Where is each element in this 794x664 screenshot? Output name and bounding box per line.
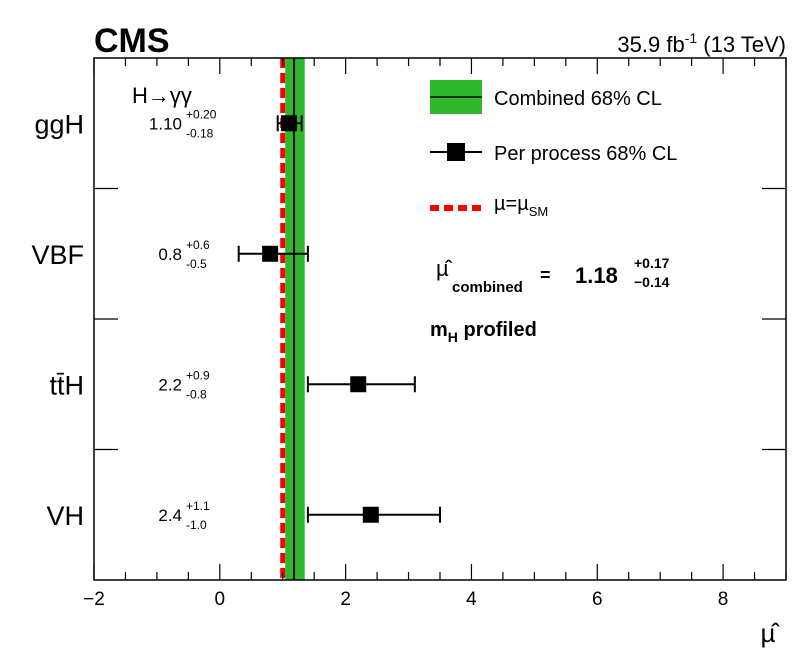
luminosity-value: 35.9 fb [617, 32, 684, 57]
combined-error-up: +0.17 [634, 255, 670, 271]
x-tick-label: 0 [215, 589, 226, 610]
point-marker [362, 506, 379, 523]
x-axis-label: µ̂ [761, 618, 781, 648]
x-tick-label: 4 [466, 589, 477, 610]
value-error-up: +0.20 [186, 107, 217, 121]
value-label: 0.8 [158, 245, 182, 264]
legend-entry-sm: µ=µSM [494, 193, 548, 219]
x-tick-label: 2 [340, 589, 351, 610]
combined-value: 1.18 [575, 263, 618, 288]
mass-note: mH profiled [430, 319, 537, 345]
value-error-down: -1.0 [186, 518, 207, 532]
combined-error-down: −0.14 [634, 274, 670, 290]
legend-marker-square [447, 143, 465, 161]
value-label: 2.2 [158, 375, 182, 394]
combined-subscript: combined [452, 279, 523, 296]
point-marker [281, 115, 298, 132]
x-tick-label: 8 [718, 589, 729, 610]
legend: Combined 68% CL Per process 68% CL µ=µSM [430, 80, 677, 219]
point-marker [350, 376, 367, 393]
value-label: 1.10 [149, 114, 182, 133]
channel-label: H→γγ [132, 83, 192, 108]
legend-entry-per-process: Per process 68% CL [494, 143, 677, 165]
category-label: VBF [31, 240, 84, 270]
value-error-up: +0.9 [186, 368, 210, 382]
x-tick-label: −2 [83, 589, 105, 610]
point-marker [262, 245, 279, 262]
value-error-down: -0.8 [186, 387, 207, 401]
value-label: 2.4 [158, 506, 182, 525]
combined-result: µ̂ combined = 1.18 +0.17 −0.14 [436, 255, 670, 296]
experiment-label: CMS [94, 22, 170, 60]
category-label: ggH [34, 109, 84, 139]
luminosity-label: 35.9 fb-1 (13 TeV) [617, 30, 786, 57]
value-error-down: -0.18 [186, 126, 214, 140]
category-label: tt̄H [49, 370, 84, 400]
combined-mu-symbol: µ̂ [436, 256, 453, 281]
value-error-up: +1.1 [186, 499, 210, 513]
energy-label: (13 TeV) [697, 32, 786, 57]
value-error-up: +0.6 [186, 238, 210, 252]
value-error-down: -0.5 [186, 257, 207, 271]
legend-entry-combined: Combined 68% CL [494, 88, 662, 110]
category-label: VH [46, 501, 84, 531]
luminosity-exponent: -1 [685, 30, 698, 46]
x-tick-label: 6 [592, 589, 603, 610]
combined-equals: = [540, 265, 551, 285]
